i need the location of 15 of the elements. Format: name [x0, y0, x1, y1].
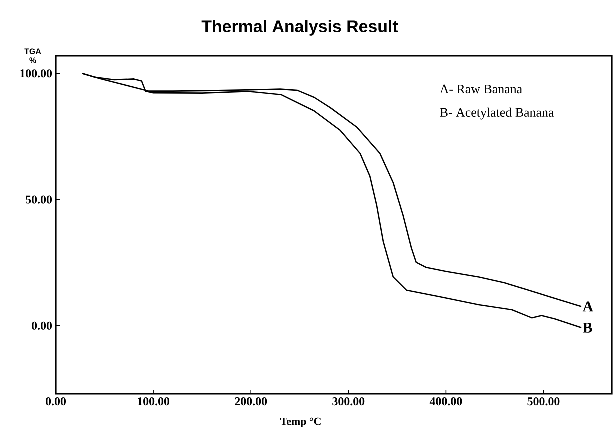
annotation: A- Raw Banana [440, 84, 522, 94]
x-tick-label: 100.00 [138, 398, 170, 406]
x-tick-label: 400.00 [430, 398, 462, 406]
annotation: A [582, 302, 594, 312]
x-tick-label: 0.00 [46, 398, 66, 406]
chart-title: Thermal Analysis Result [202, 20, 398, 36]
y-tick-label: 0.00 [32, 322, 52, 330]
y-tick-label: 100.00 [20, 70, 52, 78]
x-axis-title: Temp °C [280, 418, 321, 428]
x-tick-label: 500.00 [528, 398, 560, 406]
x-tick-label: 200.00 [235, 398, 268, 406]
y-tick-label: 50.00 [26, 196, 52, 204]
annotation: B [583, 323, 592, 333]
x-tick-label: 300.00 [332, 398, 365, 406]
annotation: B- Acetylated Banana [440, 108, 554, 120]
